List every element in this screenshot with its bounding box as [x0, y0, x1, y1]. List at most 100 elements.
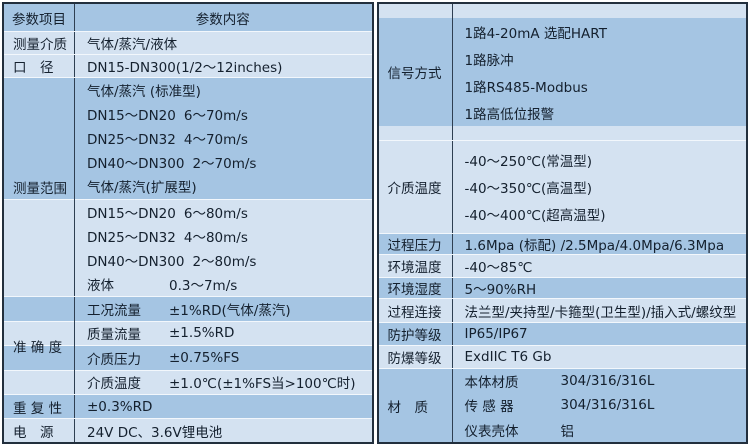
spec-key: 质量流量 — [87, 327, 141, 344]
row-label: 重 复 性 — [13, 400, 63, 417]
column-divider — [451, 234, 453, 254]
column-divider — [74, 55, 75, 77]
spec-value: ±0.75%FS — [169, 349, 240, 366]
spec-key: 液体 — [87, 277, 114, 294]
column-divider — [451, 346, 453, 368]
parameters-table-left: 参数内容 参数项目 气体/蒸汽/液体 测量介质 DN15-DN300(1/2～12inc… — [2, 2, 374, 444]
spec-key: DN25～DN32 — [87, 229, 176, 246]
header-param-label: 参数项目 — [12, 11, 66, 28]
spec-section: 本体材质 304/316/316L 传 感 器 304/316/316L 仪表壳体 铝 材 … — [378, 368, 746, 442]
spec-value: 1.6Mpa (标配) /2.5Mpa/4.0Mpa/6.3Mpa — [464, 238, 725, 254]
spec-row: -40～85℃ — [378, 255, 746, 277]
spec-row: 工况流量 ±1%RD(气体/蒸汽) — [4, 297, 372, 321]
spec-row: 气体/蒸汽 (标准型) — [4, 78, 372, 103]
spec-value: 气体/蒸汽/液体 — [87, 37, 178, 53]
parameters-table-right: 1路4-20mA 选配HART 1路脉冲 1路RS485-Modbus 1路高低位报警… — [376, 2, 748, 444]
row-label: 防爆等级 — [387, 351, 442, 367]
spec-key: DN40～DN300 — [87, 156, 185, 173]
spec-row: 介质温度 ±1.0℃(±1%FS当>100℃时) — [4, 369, 372, 394]
spec-value: DN15-DN300(1/2～12inches) — [87, 60, 283, 76]
spec-section: -40～250℃(常温型) -40～350℃(高温型) -40～400℃(超高温型)… — [378, 140, 746, 233]
spec-row: ±0.3%RD — [4, 395, 372, 418]
spec-value: 304/316/316L — [560, 397, 655, 414]
spec-value: -40～350℃(高温型) — [464, 181, 593, 197]
spec-row: 1路4-20mA 选配HART — [378, 18, 746, 45]
table-header-row: 参数内容 参数项目 — [4, 4, 372, 31]
column-divider — [74, 4, 75, 31]
spec-value: 6～70m/s — [183, 108, 248, 125]
spec-value: 0.3～7m/s — [169, 277, 238, 294]
column-divider — [74, 78, 75, 296]
row-label: 介质温度 — [387, 181, 442, 197]
spec-section: 1.6Mpa (标配) /2.5Mpa/4.0Mpa/6.3Mpa 过程压力 — [378, 233, 746, 254]
spec-row: -40～400℃(超高温型) — [378, 200, 746, 228]
spec-row: 仪表壳体 铝 — [378, 417, 746, 442]
column-divider — [451, 299, 453, 322]
spec-section: 气体/蒸汽 (标准型) DN15～DN20 6～70m/s DN25～DN32 4～70… — [4, 77, 372, 296]
row-label: 信号方式 — [387, 66, 442, 82]
spec-row: DN40～DN300 2～80m/s — [4, 247, 372, 272]
spec-value: 铝 — [560, 423, 575, 440]
spec-value: 2～80m/s — [192, 253, 257, 270]
spec-key: DN15～DN20 — [87, 205, 176, 222]
spec-value: 4～70m/s — [183, 132, 248, 149]
spec-row: DN25～DN32 4～80m/s — [4, 223, 372, 248]
row-label: 过程连接 — [387, 304, 442, 321]
spec-row: DN15～DN20 6～70m/s — [4, 102, 372, 127]
spec-row: 气体/蒸汽(扩展型) — [4, 174, 372, 199]
column-divider — [451, 323, 453, 345]
spec-section: ±0.3%RD 重 复 性 — [4, 394, 372, 418]
spec-value: 24V DC、3.6V锂电池 — [87, 424, 223, 441]
spec-row: 1路脉冲 — [378, 45, 746, 72]
spec-row: IP65/IP67 — [378, 323, 746, 345]
spec-value: 1路脉冲 — [464, 52, 514, 69]
row-label: 环境湿度 — [387, 282, 442, 298]
spec-section: 工况流量 ±1%RD(气体/蒸汽) 质量流量 ±1.5%RD 介质压力 ±0.75%FS 介… — [4, 296, 372, 394]
spec-value: 304/316/316L — [560, 373, 655, 390]
row-label: 环境温度 — [387, 260, 442, 276]
spec-row: 质量流量 ±1.5%RD — [4, 320, 372, 345]
spec-value: 法兰型/夹持型/卡箍型(卫生型)/插入式/螺纹型 — [464, 304, 737, 321]
spec-value: 4～80m/s — [183, 229, 248, 246]
spec-row: DN40～DN300 2～70m/s — [4, 150, 372, 175]
spec-value: IP65/IP67 — [464, 326, 528, 342]
spec-section: IP65/IP67 防护等级 — [378, 322, 746, 345]
spec-section: -40～85℃ 环境温度 — [378, 254, 746, 277]
column-divider — [451, 369, 453, 442]
spec-value: ExdIIC T6 Gb — [464, 349, 552, 365]
spec-key: 传 感 器 — [464, 399, 514, 416]
spec-row: 1.6Mpa (标配) /2.5Mpa/4.0Mpa/6.3Mpa — [378, 234, 746, 254]
spec-row: 本体材质 304/316/316L — [378, 369, 746, 394]
spec-value: 1路4-20mA 选配HART — [464, 25, 607, 42]
spec-value: ±1%RD(气体/蒸汽) — [169, 302, 291, 319]
spec-value: 2～70m/s — [192, 156, 257, 173]
spec-row: 传 感 器 304/316/316L — [378, 393, 746, 418]
spec-row: DN15-DN300(1/2～12inches) — [4, 55, 372, 77]
column-divider — [74, 32, 75, 54]
spec-row: 介质压力 ±0.75%FS — [4, 345, 372, 370]
spec-value: 5～90%RH — [464, 282, 537, 298]
spec-row: 法兰型/夹持型/卡箍型(卫生型)/插入式/螺纹型 — [378, 299, 746, 322]
spec-value: ±0.3%RD — [87, 398, 153, 415]
column-divider — [74, 395, 75, 418]
spec-section: DN15-DN300(1/2～12inches) 口 径 — [4, 54, 372, 77]
spec-key: 仪表壳体 — [464, 423, 519, 440]
spec-value: 气体/蒸汽 (标准型) — [87, 84, 201, 101]
row-label: 测量介质 — [13, 37, 67, 53]
spec-row: -40～250℃(常温型) — [378, 146, 746, 174]
spec-key: DN15～DN20 — [87, 108, 176, 125]
column-divider — [451, 141, 453, 233]
spec-row: DN15～DN20 6～80m/s — [4, 198, 372, 224]
column-divider — [451, 278, 453, 298]
row-label: 过程压力 — [387, 238, 442, 254]
spec-section: 24V DC、3.6V锂电池 电 源 — [4, 418, 372, 442]
row-label: 测量范围 — [13, 181, 67, 197]
row-label: 材 质 — [387, 399, 429, 416]
spec-key: 介质压力 — [87, 351, 141, 368]
header-content-cell: 参数内容 — [4, 4, 372, 31]
spec-row: 24V DC、3.6V锂电池 — [4, 419, 372, 442]
row-label: 口 径 — [13, 60, 54, 76]
spec-value: -40～250℃(常温型) — [464, 154, 593, 170]
spec-row: 液体 0.3～7m/s — [4, 271, 372, 296]
